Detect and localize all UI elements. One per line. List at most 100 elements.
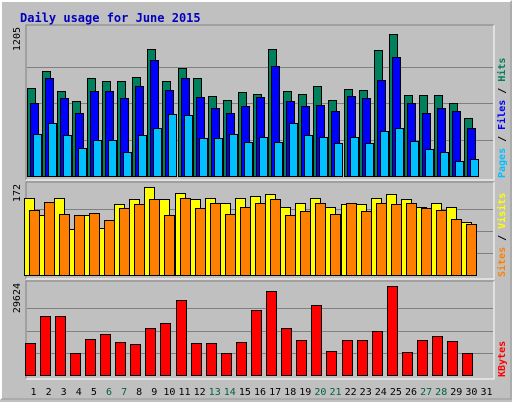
panel-visits-sites-bar-sites-19 [300, 211, 311, 276]
panel-visits-sites-bar-sites-30 [466, 224, 477, 276]
x-tick-label-18: 18 [284, 387, 296, 398]
panel-kbytes-bar-kbytes-17 [266, 291, 277, 376]
panel-kbytes-bar-kbytes-5 [85, 339, 96, 376]
panel-hits-files-pages-bar-pages-15 [244, 142, 253, 177]
panel-visits-sites-bar-sites-24 [376, 203, 387, 276]
panel-kbytes-bar-kbytes-12 [191, 343, 202, 376]
panel-hits-files-pages-legend-pages: Pages [497, 148, 508, 178]
panel-hits-files-pages-bar-pages-27 [425, 149, 434, 177]
panel-visits-sites-bar-sites-1 [29, 210, 40, 276]
panel-visits-sites-bar-sites-27 [421, 208, 432, 276]
panel-hits-files-pages-bar-pages-9 [153, 128, 162, 177]
x-tick-label-30: 30 [465, 387, 477, 398]
panel-hits-files-pages-bar-pages-2 [48, 123, 57, 177]
x-tick-label-29: 29 [450, 387, 462, 398]
panel-visits-sites-bar-sites-3 [59, 214, 70, 276]
panel-visits-sites-bar-sites-18 [285, 215, 296, 276]
panel-kbytes-bar-kbytes-8 [130, 344, 141, 376]
panel-hits-files-pages-bar-pages-1 [33, 134, 42, 177]
panel-kbytes-bar-kbytes-13 [206, 343, 217, 376]
panel-hits-files-pages-y-max-label: 1205 [12, 27, 23, 51]
x-tick-label-7: 7 [121, 387, 127, 398]
panel-kbytes-bar-kbytes-28 [432, 336, 443, 376]
panel-visits-sites-bar-sites-5 [89, 213, 100, 276]
panel-hits-files-pages-bar-pages-22 [350, 137, 359, 177]
x-tick-label-4: 4 [76, 387, 82, 398]
panel-visits-sites-bar-sites-15 [240, 207, 251, 276]
panel-visits-sites-bar-sites-21 [330, 214, 341, 276]
x-tick-label-24: 24 [375, 387, 387, 398]
panel-hits-files-pages-bar-pages-8 [138, 135, 147, 177]
panel-hits-files-pages-bar-pages-23 [365, 143, 374, 177]
panel-hits-files-pages-bar-pages-16 [259, 137, 268, 177]
panel-visits-sites-bar-sites-11 [180, 198, 191, 276]
x-tick-label-6: 6 [106, 387, 112, 398]
panel-hits-files-pages-bar-pages-10 [168, 114, 177, 177]
panel-kbytes-bar-kbytes-4 [70, 353, 81, 376]
panel-visits-sites-legend-visits: Visits [496, 193, 508, 229]
x-tick-label-13: 13 [209, 387, 221, 398]
panel-visits-sites-bar-sites-29 [451, 219, 462, 276]
panel-hits-files-pages-bar-pages-24 [380, 131, 389, 177]
panel-kbytes-y-max-label: 29624 [12, 283, 23, 313]
panel-kbytes-bar-kbytes-16 [251, 310, 262, 376]
panel-kbytes-bar-kbytes-18 [281, 328, 292, 376]
panel-kbytes-bar-kbytes-20 [311, 305, 322, 376]
panel-kbytes-bar-kbytes-24 [372, 331, 383, 376]
panel-visits-sites-legend-sites: Sites [496, 247, 508, 277]
panel-hits-files-pages-legend-separator: / [497, 82, 508, 100]
panel-visits-sites-bar-sites-28 [436, 210, 447, 276]
panel-kbytes-bar-kbytes-22 [342, 340, 353, 376]
panel-kbytes-bar-kbytes-2 [40, 316, 51, 376]
panel-visits-sites-bar-sites-14 [225, 214, 236, 276]
panel-visits-sites-bar-sites-25 [391, 204, 402, 276]
panel-hits-files-pages-legend-hits: Hits [496, 58, 508, 82]
x-tick-label-27: 27 [420, 387, 432, 398]
panel-hits-files-pages-bar-pages-19 [304, 135, 313, 177]
panel-visits-sites-bar-sites-20 [315, 203, 326, 276]
panel-visits-sites-legend-separator: / [497, 229, 508, 247]
x-tick-label-10: 10 [163, 387, 175, 398]
panel-hits-files-pages-bar-pages-20 [319, 137, 328, 177]
x-tick-label-11: 11 [178, 387, 190, 398]
x-tick-label-12: 12 [194, 387, 206, 398]
panel-kbytes-bar-kbytes-25 [387, 286, 398, 376]
panel-visits-sites-y-max-label: 172 [12, 184, 23, 202]
panel-kbytes-bar-kbytes-9 [145, 328, 156, 376]
panel-visits-sites-bar-sites-4 [74, 215, 85, 276]
panel-kbytes-bar-kbytes-3 [55, 316, 66, 376]
panel-hits-files-pages-bar-pages-7 [123, 152, 132, 177]
panel-hits-files-pages-bar-pages-11 [184, 115, 193, 177]
x-tick-label-14: 14 [224, 387, 236, 398]
panel-kbytes-bar-kbytes-11 [176, 300, 187, 376]
x-tick-label-31: 31 [480, 387, 492, 398]
x-tick-label-9: 9 [151, 387, 157, 398]
x-tick-label-1: 1 [30, 387, 36, 398]
panel-hits-files-pages-bar-pages-6 [108, 140, 117, 177]
panel-hits-files-pages-border-dark [25, 24, 494, 180]
panel-visits-sites-bar-sites-2 [44, 202, 55, 276]
panel-visits-sites-bar-sites-22 [346, 203, 357, 276]
panel-hits-files-pages-bar-pages-12 [199, 138, 208, 177]
panel-kbytes-bar-kbytes-10 [160, 323, 171, 376]
x-tick-label-8: 8 [136, 387, 142, 398]
x-tick-label-22: 22 [345, 387, 357, 398]
panel-kbytes-legend-kbytes: KBytes [497, 341, 508, 377]
panel-kbytes-border-light [26, 281, 495, 380]
panel-hits-files-pages-bar-pages-18 [289, 123, 298, 177]
panel-hits-files-pages-bar-pages-17 [274, 142, 283, 177]
panel-kbytes-bar-kbytes-27 [417, 340, 428, 376]
panel-hits-files-pages-legend: Pages / Files / Hits [496, 58, 508, 178]
panel-kbytes-bar-kbytes-1 [25, 343, 36, 376]
x-tick-label-15: 15 [239, 387, 251, 398]
panel-kbytes-legend: KBytes [497, 341, 508, 377]
x-tick-label-28: 28 [435, 387, 447, 398]
panel-visits-sites-legend: Sites / Visits [496, 193, 508, 277]
panel-kbytes-bar-kbytes-19 [296, 340, 307, 376]
x-tick-label-2: 2 [46, 387, 52, 398]
panel-hits-files-pages-border-light [26, 25, 495, 181]
panel-visits-sites-bar-sites-16 [255, 203, 266, 276]
